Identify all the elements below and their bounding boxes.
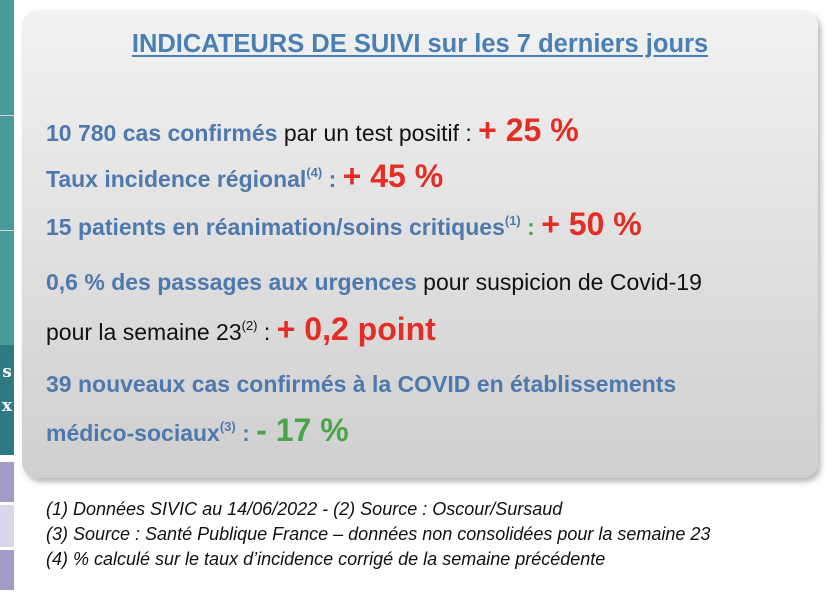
ems2-sup: (3)	[219, 419, 236, 434]
cas-value: + 25 %	[478, 112, 579, 148]
taux-colon: :	[322, 166, 343, 192]
left-sidebar-strip: s x	[0, 0, 14, 608]
rea-label: 15 patients en réanimation/soins critiqu…	[46, 214, 505, 240]
line-taux-incidence: Taux incidence régional(4) : + 45 %	[46, 160, 443, 192]
urg-rest: pour suspicion de Covid-19	[416, 269, 702, 295]
urg2-colon: :	[257, 319, 277, 345]
ems2-colon: :	[235, 420, 257, 446]
strip-char: s	[2, 362, 12, 382]
indicators-panel: INDICATEURS DE SUIVI sur les 7 derniers …	[22, 10, 818, 478]
panel-title: INDICATEURS DE SUIVI sur les 7 derniers …	[131, 30, 709, 58]
taux-value: + 45 %	[342, 158, 444, 194]
footnote-3: (4) % calculé sur le taux d’incidence co…	[46, 549, 606, 569]
footnote-1: (1) Données SIVIC au 14/06/2022 - (2) So…	[46, 499, 563, 519]
line-ems-2: médico-sociaux(3) : - 17 %	[46, 414, 349, 446]
strip-dark-block	[0, 345, 14, 455]
ems2-label: médico-sociaux	[46, 420, 220, 446]
strip-teal-block	[0, 0, 14, 345]
ems2-value: - 17 %	[256, 412, 349, 448]
strip-lilac-block	[0, 505, 14, 547]
line-urgences-1: 0,6 % des passages aux urgences pour sus…	[46, 271, 702, 294]
urg2-text: pour la semaine 23	[46, 319, 242, 345]
taux-label: Taux incidence régional	[46, 166, 307, 192]
rea-colon: :	[520, 214, 542, 240]
cas-rest: par un test positif :	[277, 120, 479, 146]
line-urgences-2: pour la semaine 23(2) : + 0,2 point	[46, 313, 436, 345]
footnote-2: (3) Source : Santé Publique France – don…	[46, 524, 711, 544]
cas-label: 10 780 cas confirmés	[46, 120, 278, 146]
strip-char: x	[1, 396, 13, 416]
urg-label: 0,6 % des passages aux urgences	[46, 269, 417, 295]
rea-sup: (1)	[504, 213, 521, 228]
line-cas-confirmes: 10 780 cas confirmés par un test positif…	[46, 114, 579, 146]
ems-label: 39 nouveaux cas confirmés à la COVID en …	[46, 371, 677, 397]
taux-sup: (4)	[306, 165, 323, 180]
urg2-sup: (2)	[241, 318, 258, 333]
footnotes: (1) Données SIVIC au 14/06/2022 - (2) So…	[46, 497, 710, 572]
line-reanimation: 15 patients en réanimation/soins critiqu…	[46, 208, 642, 240]
rea-value: + 50 %	[541, 206, 642, 242]
strip-divider	[0, 115, 14, 116]
strip-purple-block	[0, 462, 14, 502]
urg2-value: + 0,2 point	[276, 311, 436, 347]
strip-purple-block	[0, 550, 14, 590]
strip-divider	[0, 230, 14, 231]
line-ems-1: 39 nouveaux cas confirmés à la COVID en …	[46, 373, 676, 396]
